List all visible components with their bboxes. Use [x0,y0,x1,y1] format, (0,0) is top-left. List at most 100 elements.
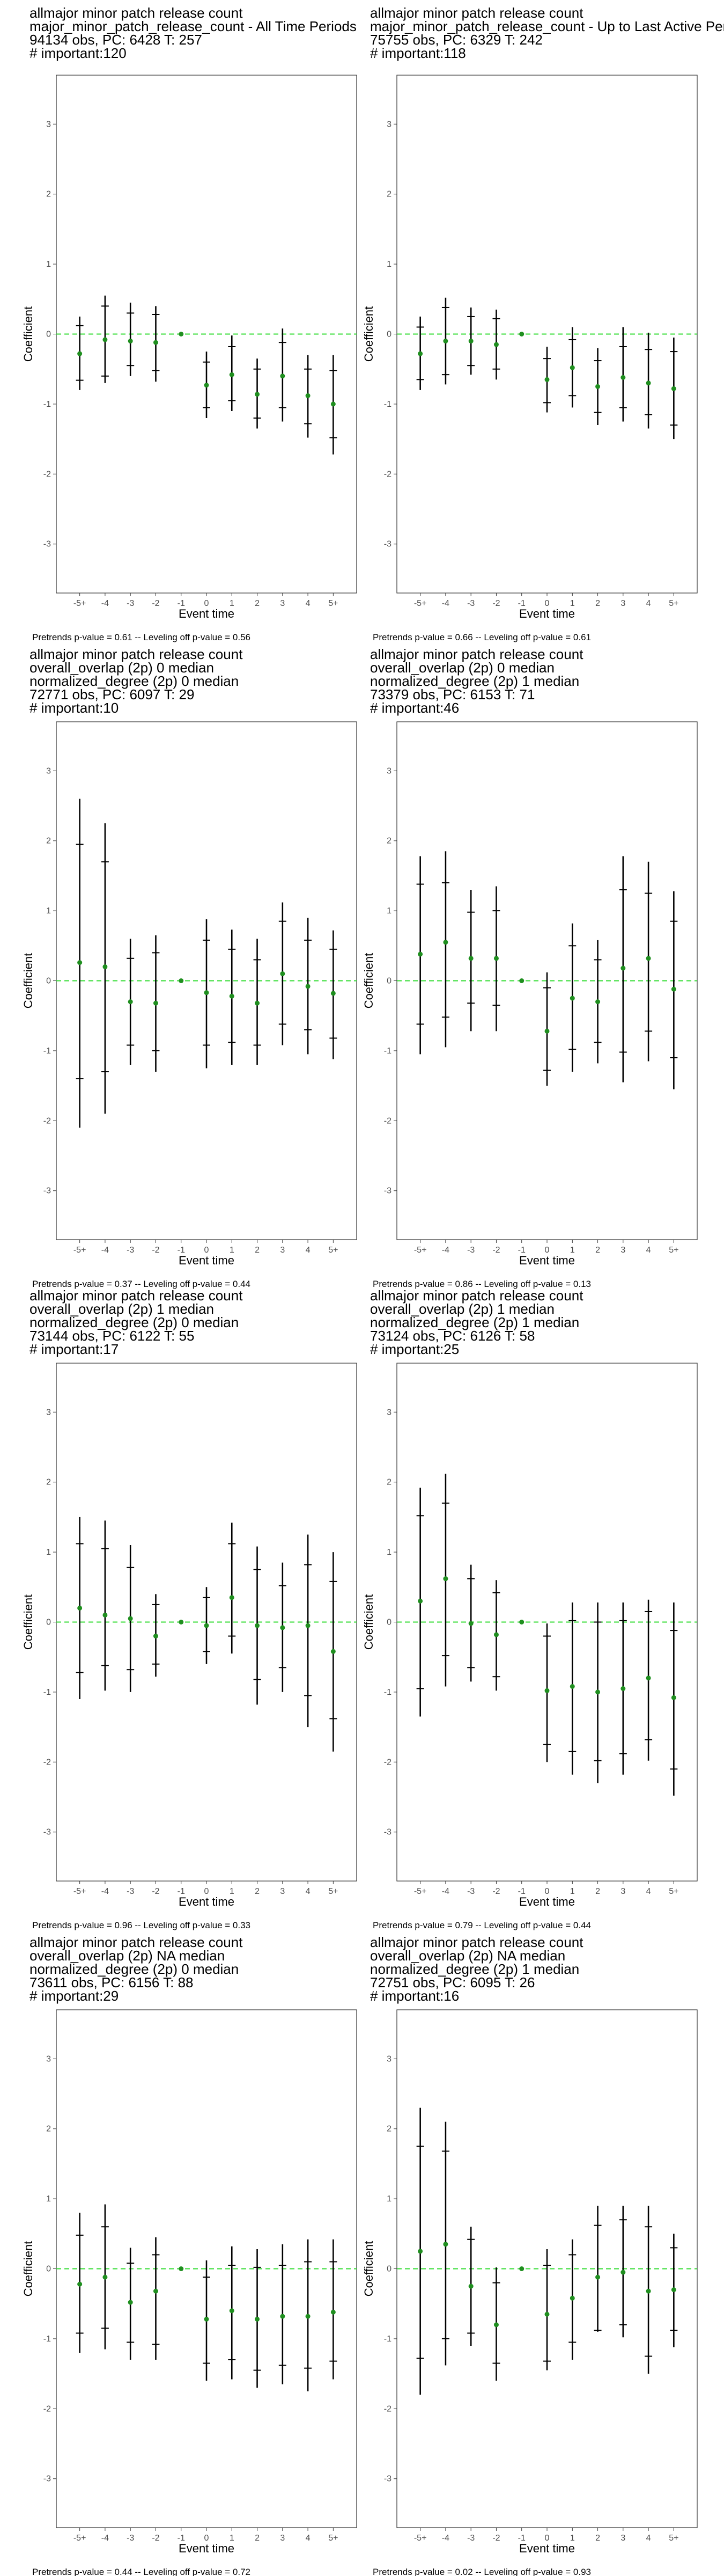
p-value-caption: Pretrends p-value = 0.79 -- Leveling off… [373,1920,591,1930]
x-tick-label: 4 [306,2534,311,2543]
chart-title-line: allmajor minor patch release count [370,1934,583,1950]
x-tick-label: -2 [152,599,159,608]
y-tick-label: 2 [387,2125,391,2134]
y-tick-label: -3 [384,1187,391,1196]
y-tick-label: 2 [46,190,51,199]
p-value-caption: Pretrends p-value = 0.66 -- Leveling off… [373,632,591,642]
chart-title-line: overall_overlap (2p) 1 median [29,1301,214,1317]
y-tick-label: -1 [384,1688,391,1697]
y-tick-label: 0 [46,330,51,339]
point-estimate-3 [128,2300,133,2305]
x-tick-label: -1 [518,2534,526,2543]
x-tick-label: 3 [280,2534,285,2543]
point-estimate-2 [443,1576,448,1582]
x-tick-label: 0 [545,1887,550,1896]
point-estimate-10 [305,2314,311,2319]
point-estimate-11 [330,991,336,996]
y-tick-label: 3 [387,2054,391,2063]
y-axis-label: Coefficient [21,2241,35,2297]
chart-title-line: normalized_degree (2p) 0 median [29,1314,239,1330]
x-tick-label: -2 [152,1887,159,1896]
x-tick-label: -4 [101,1246,109,1255]
point-estimate-2 [102,2274,108,2280]
point-estimate-6 [544,377,550,382]
point-estimate-2 [443,940,448,945]
x-tick-label: 4 [306,1887,311,1896]
x-tick-label: -5+ [414,2534,427,2543]
point-estimate-11 [330,401,336,407]
point-estimate-3 [128,339,133,344]
chart-title-line: overall_overlap (2p) NA median [29,1948,225,1964]
y-tick-label: -2 [384,1116,391,1125]
x-tick-label: -5+ [414,599,427,608]
chart-title-line: allmajor minor patch release count [29,646,243,662]
y-tick-label: -1 [43,400,51,409]
point-estimate-5 [179,2266,184,2271]
chart-title-line: normalized_degree (2p) 1 median [370,1314,579,1330]
x-tick-label: -4 [442,2534,449,2543]
x-tick-label: -2 [492,1246,500,1255]
y-tick-label: -1 [43,1046,51,1056]
chart-title-line: allmajor minor patch release count [370,646,583,662]
x-tick-label: 0 [204,2534,209,2543]
point-estimate-7 [229,1595,234,1600]
point-estimate-10 [305,1623,311,1628]
point-estimate-6 [204,1623,209,1628]
point-estimate-5 [519,2266,524,2271]
x-tick-label: -5+ [73,2534,86,2543]
x-tick-label: 5+ [328,1246,338,1255]
chart-title: allmajor minor patch release count overal… [29,646,243,716]
point-estimate-4 [493,342,499,347]
y-axis-label: Coefficient [362,2241,375,2297]
x-tick-label: -5+ [414,1887,427,1896]
x-tick-label: -5+ [414,1246,427,1255]
y-tick-label: 0 [387,330,391,339]
point-estimate-11 [330,2309,336,2315]
chart-title-line: allmajor minor patch release count [370,1287,583,1304]
chart-title: allmajor minor patch release count overal… [29,1287,243,1357]
x-tick-label: 3 [620,599,625,608]
p-value-caption: Pretrends p-value = 0.86 -- Leveling off… [373,1279,591,1289]
y-tick-label: -3 [384,1828,391,1837]
x-tick-label: -1 [518,599,526,608]
point-estimate-11 [330,1649,336,1654]
x-tick-label: 2 [595,1246,600,1255]
x-tick-label: 0 [545,599,550,608]
x-tick-label: -1 [178,1887,185,1896]
x-axis-label: Event time [519,1254,575,1267]
point-estimate-8 [595,2274,601,2280]
x-tick-label: -3 [467,2534,475,2543]
point-estimate-4 [493,1632,499,1637]
x-tick-label: 2 [255,1246,260,1255]
point-estimate-5 [179,1620,184,1624]
y-tick-label: 2 [46,2125,51,2134]
x-tick-label: 4 [646,1887,651,1896]
x-tick-label: 3 [620,2534,625,2543]
x-axis-label: Event time [179,2542,234,2555]
point-estimate-11 [671,2287,676,2293]
x-tick-label: 2 [255,1887,260,1896]
x-tick-label: 5+ [328,599,338,608]
point-estimate-10 [646,2288,651,2294]
point-estimate-9 [620,375,626,380]
chart-title-line: normalized_degree (2p) 0 median [29,673,239,689]
point-estimate-9 [280,2314,285,2319]
chart-title-line: allmajor minor patch release count [29,5,243,21]
y-tick-label: -1 [43,1688,51,1697]
x-tick-label: 0 [204,1246,209,1255]
point-estimate-8 [595,999,601,1005]
chart-title-line: 72751 obs, PC: 6095 T: 26 [370,1974,535,1990]
chart-panel-7: allmajor minor patch release count overal… [21,1934,357,2576]
x-tick-label: -3 [467,1246,475,1255]
point-estimate-9 [620,965,626,971]
point-estimate-8 [255,392,260,397]
x-tick-label: 4 [646,599,651,608]
x-axis-label: Event time [179,1895,234,1908]
chart-title-line: 75755 obs, PC: 6329 T: 242 [370,32,543,48]
point-estimate-11 [671,386,676,391]
x-tick-label: 3 [280,1887,285,1896]
y-tick-label: 2 [387,190,391,199]
y-tick-label: -3 [43,1828,51,1837]
y-tick-label: -2 [43,470,51,479]
x-tick-label: -2 [492,599,500,608]
